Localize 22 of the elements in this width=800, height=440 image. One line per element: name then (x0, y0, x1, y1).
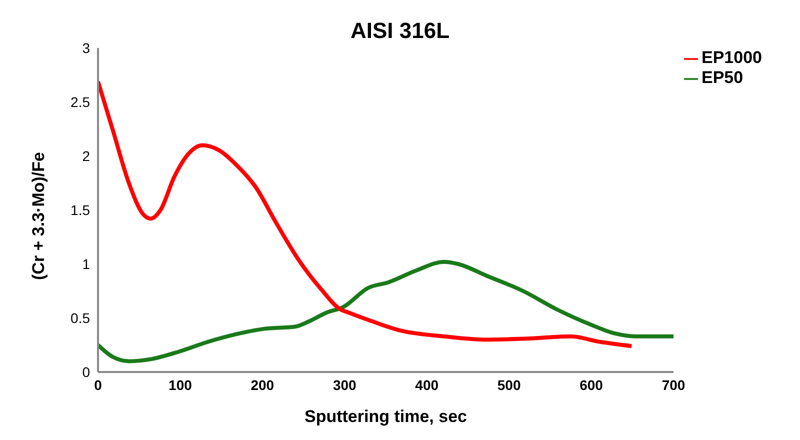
legend-label: EP50 (702, 68, 744, 87)
y-tick-label: 3 (82, 40, 90, 56)
chart-title: AISI 316L (350, 18, 450, 43)
legend-label: EP1000 (702, 48, 762, 67)
y-tick-label: 2.5 (70, 94, 90, 110)
y-tick-label: 1 (82, 256, 90, 272)
x-axis-title: Sputtering time, sec (304, 407, 467, 426)
y-tick-label: 0.5 (70, 310, 90, 326)
y-tick-label: 0 (82, 364, 90, 380)
x-tick-label: 100 (168, 376, 192, 393)
line-series (98, 260, 674, 364)
x-tick-label: 0 (94, 376, 102, 393)
x-tick-label: 300 (332, 376, 357, 393)
y-tick-label: 2 (82, 148, 90, 164)
x-tick-label: 400 (415, 376, 439, 393)
x-tick-label: 700 (662, 376, 686, 393)
y-tick-label: 1.5 (70, 202, 90, 218)
x-tick-label: 500 (497, 376, 521, 393)
line-series (98, 79, 634, 348)
x-tick-label: 600 (580, 376, 604, 393)
y-axis-title: (Cr + 3.3·Mo)/Fe (29, 152, 48, 280)
x-tick-label: 200 (250, 376, 274, 393)
